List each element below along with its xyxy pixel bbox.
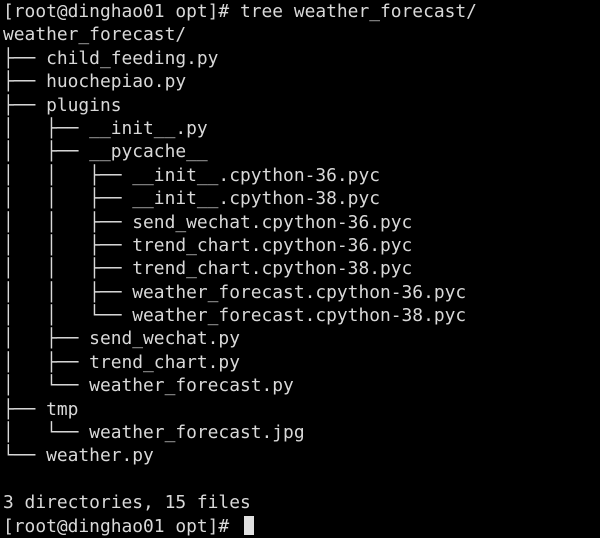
terminal-line: │ │ ├── weather_forecast.cpython-36.pyc bbox=[3, 281, 467, 303]
shell-prompt: [root@dinghao01 opt]# bbox=[3, 515, 240, 537]
terminal-line: │ │ ├── __init__.cpython-36.pyc bbox=[3, 164, 380, 186]
terminal-line: │ └── weather_forecast.jpg bbox=[3, 422, 305, 444]
terminal-line: │ ├── __pycache__ bbox=[3, 141, 208, 163]
terminal-output: [root@dinghao01 opt]# tree weather_forec… bbox=[3, 0, 600, 515]
terminal-line: ├── plugins bbox=[3, 94, 122, 116]
terminal-line: │ │ ├── __init__.cpython-38.pyc bbox=[3, 188, 380, 210]
terminal-prompt-line[interactable]: [root@dinghao01 opt]# bbox=[3, 515, 600, 538]
terminal-line: weather_forecast/ bbox=[3, 24, 187, 46]
terminal-line: │ │ ├── send_wechat.cpython-36.pyc bbox=[3, 211, 413, 233]
terminal-line: │ │ ├── trend_chart.cpython-36.pyc bbox=[3, 234, 413, 256]
terminal-line: │ │ └── weather_forecast.cpython-38.pyc bbox=[3, 305, 467, 327]
terminal-line: 3 directories, 15 files bbox=[3, 492, 251, 514]
terminal-line: ├── tmp bbox=[3, 398, 79, 420]
terminal-line: └── weather.py bbox=[3, 445, 154, 467]
terminal-line: │ ├── send_wechat.py bbox=[3, 328, 240, 350]
terminal-line: ├── huochepiao.py bbox=[3, 71, 187, 93]
text-cursor bbox=[243, 515, 254, 535]
terminal-line: │ │ ├── trend_chart.cpython-38.pyc bbox=[3, 258, 413, 280]
terminal-line: │ └── weather_forecast.py bbox=[3, 375, 294, 397]
terminal-line bbox=[3, 468, 600, 491]
terminal-line: ├── child_feeding.py bbox=[3, 47, 219, 69]
terminal-line: [root@dinghao01 opt]# tree weather_forec… bbox=[3, 1, 477, 22]
terminal-line: │ ├── __init__.py bbox=[3, 117, 208, 139]
terminal-line: │ ├── trend_chart.py bbox=[3, 351, 240, 373]
